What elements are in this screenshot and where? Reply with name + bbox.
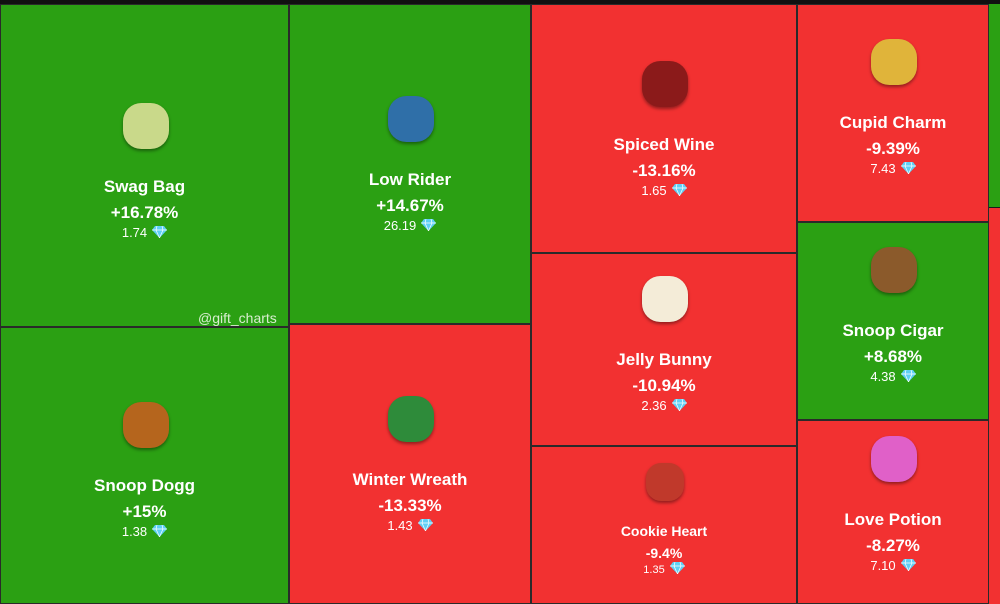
price-value: 1.43 [387,518,413,533]
gift-name: Cookie Heart [620,523,708,539]
gift-name: Winter Wreath [352,469,468,489]
gift-name: Jelly Bunny [616,349,712,369]
change: +8.68% [863,346,923,366]
diamond-icon [421,218,437,232]
price-value: 7.43 [870,161,896,176]
diamond-icon [900,558,916,572]
gift-name: Swag Bag [103,176,186,196]
diamond-icon [671,183,687,197]
price-value: 1.35 [643,563,665,576]
price: 1.65 [532,183,796,198]
edge-tile [989,4,1000,207]
gift-icon [646,462,684,501]
diamond-icon [152,225,168,239]
price: 1.35 [532,561,796,576]
price-value: 1.65 [641,183,667,198]
diamond-icon [417,518,433,532]
tile: Cookie Heart -9.4% 1.35 [531,446,797,604]
gift-icon [122,103,169,149]
price: 26.19 [290,218,530,233]
change: -13.16% [632,160,696,180]
top-bar [0,0,1000,4]
price: 1.38 [1,524,288,539]
gift-icon [388,396,434,442]
gift-name: Snoop Dogg [93,475,196,495]
diamond-icon [900,369,916,383]
tile: Snoop Cigar +8.68% 4.38 [797,222,989,420]
change: +14.67% [376,195,444,215]
price: 1.74 [1,225,288,240]
price-value: 2.36 [641,398,667,413]
diamond-icon [900,161,916,175]
change: +15% [122,501,167,521]
change: -10.94% [632,375,696,395]
tile: Love Potion -8.27% 7.10 [797,420,989,604]
watermark: @gift_charts [198,310,277,326]
price-value: 1.74 [121,225,148,240]
diamond-icon [671,398,687,412]
tile: Low Rider +14.67% 26.19 [289,4,531,324]
price-value: 1.38 [121,524,148,539]
gift-icon [122,402,169,448]
gift-name: Love Potion [844,509,942,529]
gift-name: Cupid Charm [839,112,947,132]
gift-icon [871,39,917,85]
gift-icon [388,96,434,142]
tile: Snoop Dogg +15% 1.38 [0,327,289,604]
change: +16.78% [110,202,179,222]
gift-icon [642,276,688,322]
change: -9.39% [866,138,920,158]
gift-icon [642,61,688,107]
tile: Jelly Bunny -10.94% 2.36 [531,253,797,446]
change: -9.4% [645,544,683,561]
diamond-icon [669,561,685,575]
price: 4.38 [798,369,988,384]
price-value: 7.10 [870,558,896,573]
price: 7.10 [798,558,988,573]
change: -8.27% [866,535,920,555]
diamond-icon [152,524,168,538]
price: 7.43 [798,161,988,176]
gift-name: Spiced Wine [613,134,715,154]
tile: Winter Wreath -13.33% 1.43 [289,324,531,604]
gift-icon [871,247,917,293]
tile: Swag Bag +16.78% 1.74 [0,4,289,327]
edge-tile [989,208,1000,604]
price: 1.43 [290,518,530,533]
price: 2.36 [532,398,796,413]
gift-icon [871,436,917,482]
tile: Cupid Charm -9.39% 7.43 [797,4,989,222]
change: -13.33% [378,495,442,515]
price-value: 4.38 [870,369,896,384]
tile: Spiced Wine -13.16% 1.65 [531,4,797,253]
gift-name: Snoop Cigar [842,320,944,340]
price-value: 26.19 [383,218,417,233]
gift-name: Low Rider [368,169,452,189]
